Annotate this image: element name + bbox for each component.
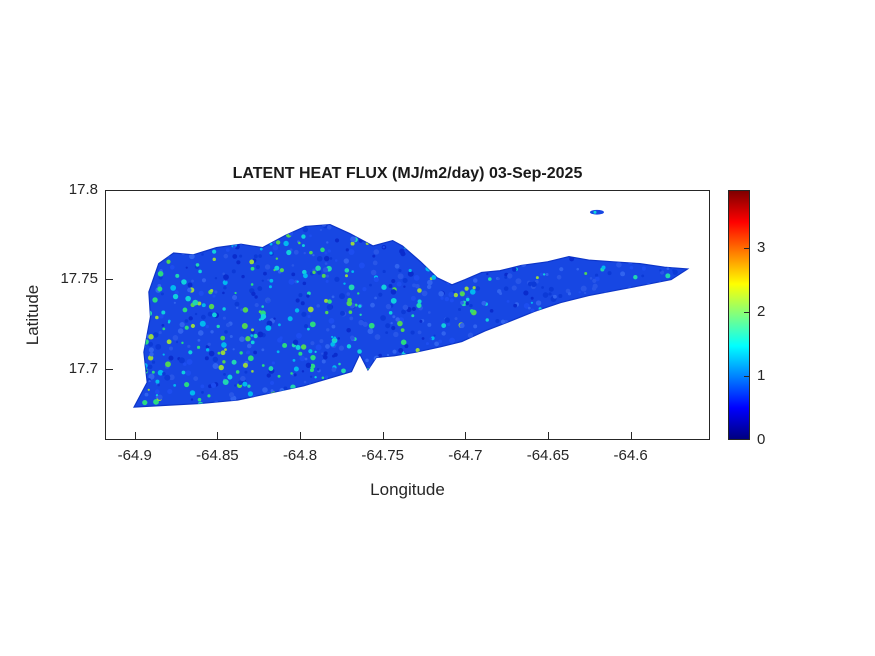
colorbar-tick-label: 3 [757, 238, 766, 256]
colorbar-tick-mark [744, 247, 749, 249]
y-tick-label: 17.75 [60, 270, 98, 288]
y-tick-mark [106, 368, 113, 370]
y-tick-label: 17.8 [68, 181, 98, 198]
colorbar-tick-label: 2 [757, 302, 766, 320]
x-tick-label: -64.7 [448, 447, 483, 464]
x-tick-label: -64.9 [117, 447, 152, 464]
colorbar-tick-label: 0 [757, 431, 766, 448]
colorbar-gradient [728, 190, 750, 440]
y-axis-label: Latitude [23, 284, 42, 346]
y-tick-mark [106, 279, 113, 281]
y-tick-mark [106, 190, 113, 191]
x-tick-label: -64.75 [361, 447, 404, 464]
colorbar-tick-mark [744, 375, 749, 377]
y-tick-label: 17.7 [68, 359, 98, 377]
colorbar-tick-mark [744, 311, 749, 313]
x-tick-mark [630, 432, 632, 439]
x-axis-label: Longitude [370, 480, 445, 499]
x-tick-label: -64.85 [196, 447, 239, 464]
x-tick-mark [300, 432, 302, 439]
x-tick-label: -64.65 [526, 447, 570, 464]
chart-title: LATENT HEAT FLUX (MJ/m2/day) 03-Sep-2025 [232, 165, 583, 182]
x-tick-mark [548, 432, 549, 439]
x-tick-label: -64.6 [613, 447, 648, 464]
x-tick-mark [382, 432, 384, 439]
x-tick-mark [465, 432, 467, 439]
plot-area [105, 190, 710, 440]
colorbar-tick-label: 1 [757, 366, 766, 384]
x-tick-label: -64.8 [282, 447, 318, 464]
x-tick-mark [217, 432, 219, 439]
x-tick-mark [134, 432, 136, 439]
colorbar-tick-mark [744, 438, 749, 440]
heatmap-island [132, 209, 690, 408]
